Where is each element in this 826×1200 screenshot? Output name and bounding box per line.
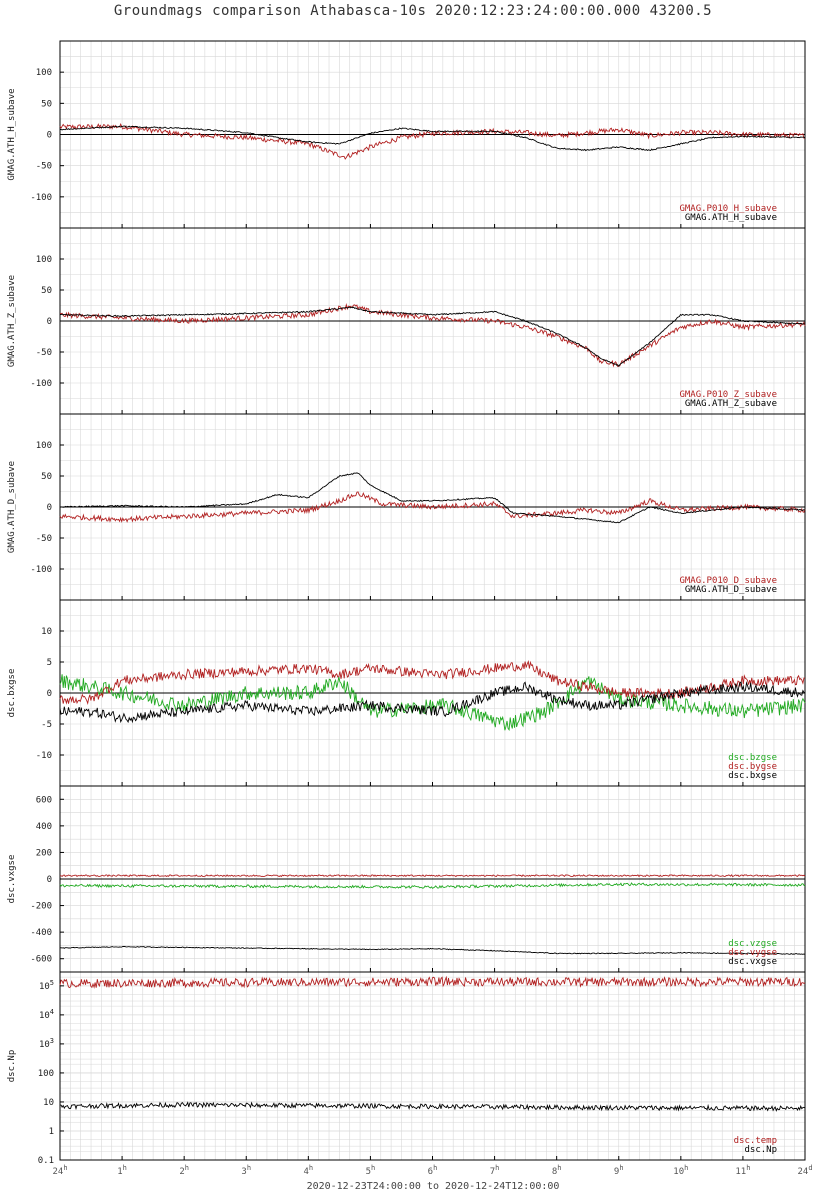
y-tick-label: 200 <box>36 848 52 858</box>
series-gmag-p010-z-subave <box>59 303 806 368</box>
series-gmag-ath-d-subave <box>59 472 806 524</box>
series-gmag-p010-d-subave <box>59 491 806 523</box>
series-dsc-vygse <box>59 874 806 878</box>
series-dsc-np <box>59 1101 806 1112</box>
page-title: Groundmags comparison Athabasca-10s 2020… <box>113 3 713 19</box>
y-tick-label: 5 <box>47 658 52 668</box>
series-dsc-temp <box>59 975 806 989</box>
y-axis-label: dsc.bxgse <box>7 669 17 718</box>
legend-entry: dsc.bzgse <box>728 753 777 763</box>
legend-entry: dsc.bxgse <box>728 771 777 781</box>
y-tick-label: 0 <box>47 503 52 513</box>
y-tick-label: 0 <box>47 131 52 141</box>
y-tick-label: 0 <box>47 689 52 699</box>
legend-entry: dsc.Np <box>744 1145 777 1155</box>
y-tick-label: -50 <box>36 162 52 172</box>
x-tick-label: 1h <box>117 1164 127 1177</box>
series-dsc-vxgse <box>59 945 806 955</box>
x-tick-label: 5h <box>366 1164 376 1177</box>
y-tick-label: 1 <box>49 1127 54 1137</box>
y-tick-label: 103 <box>39 1037 54 1050</box>
y-tick-label: 50 <box>41 99 52 109</box>
panel-5: 600 400 200 0 -200 -400 -600 dsc.vxgse dsc.vzgse… <box>7 785 806 973</box>
y-axis-label: dsc.Np <box>7 1050 17 1083</box>
panel-2: 100500-50-100GMAG.ATH_Z_subaveGMAG.P010_… <box>7 227 806 415</box>
x-tick-label: 9h <box>614 1164 624 1177</box>
x-tick-label: 7h <box>490 1164 500 1177</box>
series-dsc-bzgse <box>59 674 806 731</box>
series-dsc-bxgse <box>59 681 806 724</box>
series-gmag-p010-h-subave <box>59 123 805 160</box>
series-gmag-ath-h-subave <box>60 125 806 152</box>
y-tick-label: 10 <box>43 1098 54 1108</box>
legend-entry: dsc.vzgse <box>728 939 777 949</box>
y-axis-label: dsc.vxgse <box>7 855 17 904</box>
y-tick-label: 0.1 <box>38 1156 54 1166</box>
y-tick-label: -50 <box>36 534 52 544</box>
y-tick-label: 100 <box>36 255 52 265</box>
y-tick-label: 100 <box>38 1069 54 1079</box>
x-tick-label: 3h <box>241 1164 251 1177</box>
y-axis-label: GMAG.ATH_Z_subave <box>7 275 17 367</box>
legend-entry: dsc.temp <box>734 1136 777 1146</box>
x-tick-label: 4h <box>304 1164 314 1177</box>
legend-entry: GMAG.P010_Z_subave <box>679 390 777 400</box>
series-dsc-bygse <box>59 660 806 705</box>
y-axis-label: GMAG.ATH_D_subave <box>7 461 17 553</box>
y-tick-label: 50 <box>41 286 52 296</box>
y-tick-label: -200 <box>30 902 52 912</box>
y-axis-label: GMAG.ATH_H_subave <box>7 88 17 180</box>
x-tick-label: 6h <box>428 1164 438 1177</box>
x-tick-label: 8h <box>552 1164 562 1177</box>
y-tick-label: 600 <box>36 795 52 805</box>
legend-entry: GMAG.P010_D_subave <box>679 576 777 586</box>
x-tick-label: 24h <box>52 1164 67 1177</box>
legend-entry: dsc.vygse <box>728 948 777 958</box>
y-tick-label: 10 <box>41 627 52 637</box>
legend-entry: dsc.bygse <box>728 762 777 772</box>
panel-3: 100500-50-100GMAG.ATH_D_subaveGMAG.P010_… <box>7 413 806 601</box>
panel-1: 100500-50-100GMAG.ATH_H_subaveGMAG.P010_… <box>7 40 806 229</box>
y-tick-label: 0 <box>47 317 52 327</box>
series-gmag-ath-z-subave <box>59 306 805 367</box>
y-tick-label: -100 <box>30 565 52 575</box>
y-tick-label: 104 <box>39 1008 54 1021</box>
legend-entry: GMAG.ATH_H_subave <box>685 213 777 223</box>
y-tick-label: -5 <box>41 720 52 730</box>
x-range-label: 2020-12-23T24:00:00 to 2020-12-24T12:00:… <box>306 1181 560 1192</box>
y-tick-label: -50 <box>36 348 52 358</box>
x-tick-label: 10h <box>673 1164 688 1177</box>
y-tick-label: -100 <box>30 193 52 203</box>
y-tick-label: -10 <box>36 751 52 761</box>
y-tick-label: 0 <box>47 875 52 885</box>
y-tick-label: -600 <box>30 955 52 965</box>
panel-4: 1050-5-10dsc.bxgsedsc.bzgsedsc.bygsedsc.… <box>7 599 806 787</box>
y-tick-label: 100 <box>36 68 52 78</box>
x-tick-label: 24d <box>797 1164 812 1177</box>
legend-entry: GMAG.P010_H_subave <box>679 204 777 214</box>
y-tick-label: 100 <box>36 441 52 451</box>
x-tick-label: 11h <box>735 1164 750 1177</box>
x-tick-label: 2h <box>179 1164 189 1177</box>
y-tick-label: 400 <box>36 822 52 832</box>
series-dsc-vzgse <box>59 882 806 889</box>
legend-entry: GMAG.ATH_D_subave <box>685 585 777 595</box>
y-tick-label: -100 <box>30 379 52 389</box>
y-tick-label: -400 <box>30 928 52 938</box>
y-tick-label: 105 <box>39 979 54 992</box>
legend-entry: dsc.vxgse <box>728 957 777 967</box>
y-tick-label: 50 <box>41 472 52 482</box>
legend-entry: GMAG.ATH_Z_subave <box>685 399 777 409</box>
